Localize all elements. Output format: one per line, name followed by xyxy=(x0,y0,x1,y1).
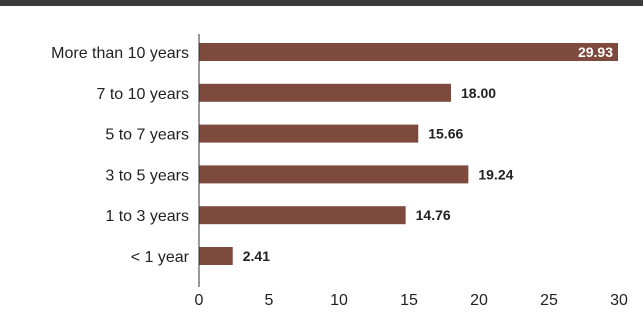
bar xyxy=(199,83,451,102)
x-tick-label: 25 xyxy=(540,292,558,309)
bar xyxy=(199,165,469,184)
bar xyxy=(199,206,406,225)
value-label: 15.66 xyxy=(428,126,463,142)
value-label: 29.93 xyxy=(578,44,613,60)
value-label: 19.24 xyxy=(478,166,513,182)
x-tick-label: 15 xyxy=(400,292,418,309)
category-label: < 1 year xyxy=(131,249,190,266)
value-label: 14.76 xyxy=(416,207,451,223)
category-label: 3 to 5 years xyxy=(105,167,189,184)
x-tick-label: 0 xyxy=(195,292,204,309)
value-label: 18.00 xyxy=(461,85,496,101)
top-rule xyxy=(0,0,643,6)
x-tick-label: 20 xyxy=(470,292,488,309)
category-label: 5 to 7 years xyxy=(105,127,189,144)
category-label: 7 to 10 years xyxy=(97,86,190,103)
bar xyxy=(199,43,619,61)
axis-layer: 0 5 10 15 20 25 30 xyxy=(195,34,628,309)
category-label: More than 10 years xyxy=(51,45,189,62)
x-tick-label: 5 xyxy=(265,292,274,309)
category-label: 1 to 3 years xyxy=(105,208,189,225)
x-tick-label: 30 xyxy=(610,292,628,309)
x-tick-label: 10 xyxy=(330,292,348,309)
bars-layer: More than 10 years 29.93 7 to 10 years 18.0… xyxy=(51,43,619,266)
value-label: 2.41 xyxy=(243,248,270,264)
bar xyxy=(199,247,233,265)
bar xyxy=(199,124,419,143)
